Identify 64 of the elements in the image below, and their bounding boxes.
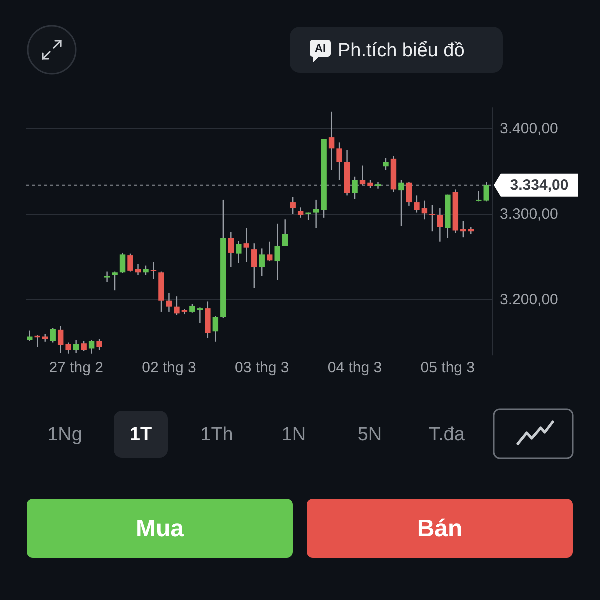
x-tick-label: 27 thg 2 bbox=[49, 360, 104, 376]
candlestick bbox=[298, 207, 304, 219]
candlestick bbox=[166, 292, 172, 313]
candlestick bbox=[120, 252, 126, 274]
x-tick-label: 04 thg 3 bbox=[328, 360, 382, 376]
text: AI bbox=[315, 43, 326, 55]
x-tick-label: 05 thg 3 bbox=[420, 360, 476, 376]
candlestick bbox=[430, 204, 436, 232]
ref-line-label: 3.334,00 bbox=[510, 176, 569, 194]
candlestick bbox=[313, 199, 320, 229]
candlestick bbox=[244, 228, 250, 263]
text: Mua bbox=[136, 516, 185, 542]
candlestick bbox=[437, 208, 444, 242]
candlestick bbox=[274, 223, 280, 281]
candlestick bbox=[267, 241, 273, 262]
candlestick bbox=[66, 342, 72, 354]
text: 1T bbox=[130, 424, 152, 446]
candlestick bbox=[336, 142, 342, 181]
x-tick-label: 02 thg 3 bbox=[142, 360, 196, 376]
candlestick bbox=[81, 340, 87, 352]
text: Ph.tích biểu đồ bbox=[338, 40, 465, 62]
candlestick bbox=[282, 219, 288, 247]
text: 1Ng bbox=[48, 424, 82, 446]
text: 5N bbox=[358, 424, 382, 446]
candlestick bbox=[73, 340, 80, 354]
candlestick bbox=[422, 200, 428, 220]
candlestick bbox=[476, 190, 482, 202]
candlestick bbox=[375, 181, 382, 190]
candlestick bbox=[88, 340, 95, 354]
candlestick bbox=[414, 195, 420, 214]
candlestick bbox=[360, 165, 366, 186]
candlestick bbox=[290, 196, 296, 216]
candlestick bbox=[484, 181, 490, 202]
candlestick bbox=[58, 326, 64, 354]
candlestick bbox=[252, 242, 258, 289]
candlestick bbox=[128, 253, 134, 272]
y-tick-label: 3.400,00 bbox=[500, 120, 558, 138]
candlestick bbox=[352, 176, 358, 200]
text: T.đa bbox=[429, 424, 466, 446]
candlestick bbox=[34, 334, 40, 348]
candlestick bbox=[174, 296, 180, 316]
candlestick bbox=[236, 240, 242, 264]
candlestick bbox=[112, 271, 118, 292]
candlestick bbox=[197, 307, 204, 324]
candlestick bbox=[135, 263, 142, 276]
text: 1N bbox=[282, 424, 306, 446]
y-tick-label: 3.300,00 bbox=[500, 206, 558, 223]
candlestick bbox=[96, 338, 102, 352]
candlestick bbox=[406, 181, 412, 207]
y-tick-label: 3.200,00 bbox=[500, 292, 558, 308]
text: 1Th bbox=[200, 424, 234, 446]
candlestick bbox=[50, 328, 56, 344]
candlestick bbox=[383, 157, 389, 171]
candlestick bbox=[328, 111, 335, 171]
candlestick bbox=[398, 180, 404, 228]
text: Bán bbox=[417, 516, 463, 542]
candlestick bbox=[259, 248, 265, 277]
candlestick bbox=[150, 262, 157, 280]
candlestick bbox=[143, 265, 149, 276]
candlestick bbox=[228, 232, 234, 268]
x-tick-label: 03 thg 3 bbox=[235, 360, 290, 376]
candlestick bbox=[212, 316, 219, 342]
candlestick bbox=[104, 271, 110, 283]
candlestick bbox=[460, 220, 466, 238]
